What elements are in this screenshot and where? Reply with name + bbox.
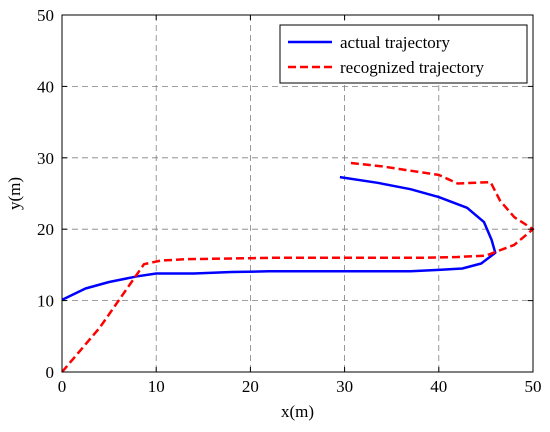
series-line-recognized [61,161,535,373]
x-tick-label: 50 [525,377,542,396]
x-tick-label: 10 [148,377,165,396]
series-layer [61,161,535,373]
plot-frame [61,14,534,373]
x-tick-label: 20 [242,377,259,396]
grid-lines [62,15,533,372]
y-axis-label: y(m) [5,177,24,210]
y-tick-label: 30 [37,149,54,168]
axis-ticks: 0 10 20 30 40 50 0 10 20 30 40 50 [37,6,542,396]
y-tick-label: 50 [37,6,54,25]
legend-label-actual: actual trajectory [340,33,450,52]
y-tick-label: 20 [37,220,54,239]
x-tick-label: 30 [336,377,353,396]
legend-label-recognized: recognized trajectory [340,58,484,77]
x-tick-label: 40 [430,377,447,396]
y-tick-label: 0 [46,363,55,382]
x-axis-label: x(m) [281,402,314,421]
y-tick-label: 40 [37,77,54,96]
x-tick-label: 0 [58,377,67,396]
y-tick-label: 10 [37,292,54,311]
legend-box [279,24,528,84]
series-line-actual [61,175,497,302]
legend: actual trajectory recognized trajectory [279,24,528,84]
